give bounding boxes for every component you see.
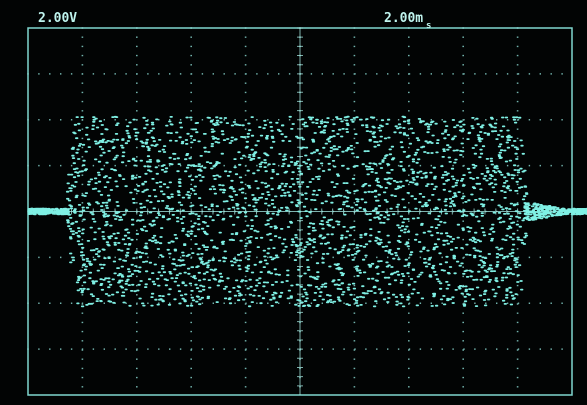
time-per-div: 2.00m (384, 11, 423, 26)
scope-screen: 2.00V 2.00m s (0, 0, 587, 405)
time-unit: s (426, 21, 431, 31)
page: 2.00V 2.00m s (() => { const data = JSON… (0, 0, 587, 405)
volts-per-div: 2.00V (38, 11, 77, 26)
